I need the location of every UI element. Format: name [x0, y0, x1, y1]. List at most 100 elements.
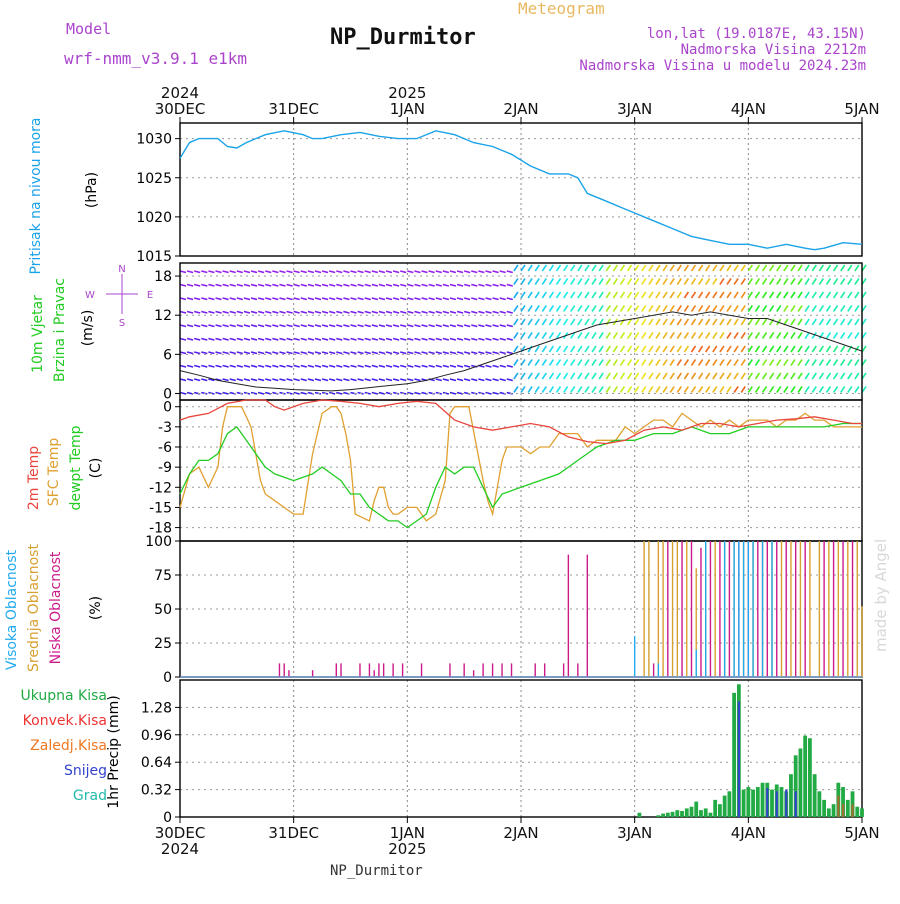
- wind-barb: [293, 310, 300, 314]
- wind-barb: [492, 310, 499, 314]
- wind-barb: [641, 345, 647, 353]
- wind-barb: [478, 310, 485, 314]
- wind-barb: [591, 359, 597, 366]
- wind-barb: [300, 270, 307, 274]
- wind-barb: [662, 332, 668, 339]
- wind-barb: [229, 283, 236, 287]
- precip-bar: [680, 811, 684, 817]
- wind-barb: [776, 291, 782, 299]
- wind-barb: [293, 297, 300, 301]
- wind-barb: [619, 359, 626, 366]
- wind-barb: [350, 337, 357, 341]
- wind-barb: [201, 324, 208, 328]
- wind-barb: [371, 270, 379, 274]
- wind-barb: [747, 264, 753, 272]
- wind-barb: [747, 305, 753, 312]
- wind-barb: [534, 345, 540, 353]
- wind-barb: [797, 278, 803, 285]
- wind-barb: [804, 372, 810, 380]
- wind-barb: [350, 270, 357, 274]
- wind-barb: [449, 310, 457, 314]
- wind-barb: [818, 332, 825, 339]
- wind-barb: [776, 332, 782, 339]
- wind-barb: [350, 351, 357, 355]
- wind-barb: [328, 283, 336, 287]
- wind-barb: [385, 310, 393, 314]
- wind-barb: [555, 345, 562, 353]
- wind-barb: [300, 310, 307, 314]
- wind-barb: [655, 318, 661, 326]
- wind-barb: [222, 270, 229, 274]
- wind-barb: [570, 372, 576, 380]
- wind-barb: [314, 337, 322, 341]
- wind-barb: [201, 310, 208, 314]
- wind-barb: [286, 337, 293, 341]
- wind-barb: [357, 351, 364, 355]
- wind-barb: [265, 324, 272, 328]
- wind-barb: [179, 378, 187, 382]
- wind-barb: [754, 372, 761, 380]
- wind-barb: [400, 324, 407, 328]
- wind-barb: [562, 359, 569, 366]
- wind-barb: [314, 310, 322, 314]
- wind-barb: [421, 297, 428, 301]
- wind-barb: [669, 372, 675, 380]
- wind-barb: [265, 310, 272, 314]
- wind-barb: [428, 270, 435, 274]
- wind-barb: [471, 283, 478, 287]
- wind-barb: [754, 318, 761, 326]
- wind-barb: [584, 359, 590, 366]
- wind-barb: [754, 386, 761, 393]
- wind-barb: [201, 378, 208, 382]
- wind-barb: [243, 351, 251, 355]
- model-name: wrf-nmm_v3.9.1 e1km: [64, 49, 247, 68]
- wind-barb: [768, 345, 775, 353]
- wind-barb: [485, 310, 492, 314]
- wind-barb: [286, 364, 293, 368]
- y-tick-label: -12: [149, 480, 172, 496]
- mid-cloud-label: Srednja Oblacnost: [26, 544, 42, 672]
- wind-barb: [676, 372, 682, 380]
- wind-barb: [797, 305, 803, 312]
- precip-bar: [812, 774, 817, 817]
- wind-barb: [605, 264, 611, 272]
- wind-barb: [400, 364, 407, 368]
- wind-barb: [605, 359, 611, 366]
- wind-barb: [208, 283, 215, 287]
- wind-barb: [435, 283, 442, 287]
- wind-barb: [307, 283, 315, 287]
- wind-barb: [811, 305, 817, 312]
- wind-barb: [570, 278, 576, 285]
- wind-barb: [243, 324, 251, 328]
- wind-barb: [754, 264, 761, 272]
- wind-barb: [648, 332, 654, 339]
- wind-barb: [307, 297, 315, 301]
- wind-barb: [818, 291, 825, 299]
- wind-barb: [378, 297, 386, 301]
- wind-barb: [847, 359, 853, 366]
- wind-barb: [328, 324, 336, 328]
- y-tick-label: 25: [154, 636, 172, 652]
- wind-barb: [570, 386, 576, 393]
- wind-barb: [655, 386, 661, 393]
- wind-barb: [478, 351, 485, 355]
- precip-bar: [699, 810, 703, 817]
- wind-barb: [442, 283, 450, 287]
- precip-unit: 1hr Precip (mm): [106, 695, 122, 808]
- wind-barb: [804, 291, 810, 299]
- wind-barb: [712, 332, 718, 339]
- wind-barb: [768, 386, 775, 393]
- precip-bar: [746, 787, 751, 817]
- wind-barb: [392, 270, 400, 274]
- wind-barb: [392, 378, 400, 382]
- wind-barb: [840, 345, 846, 353]
- wind-barb: [435, 270, 442, 274]
- wind-barb: [229, 297, 236, 301]
- wind-barb: [513, 264, 519, 272]
- y-tick-label: 0: [163, 670, 172, 686]
- wind-barb: [712, 278, 718, 285]
- wind-barb: [222, 324, 229, 328]
- wind-barb: [534, 291, 540, 299]
- wind-barb: [485, 337, 492, 341]
- wind-barb: [697, 291, 704, 299]
